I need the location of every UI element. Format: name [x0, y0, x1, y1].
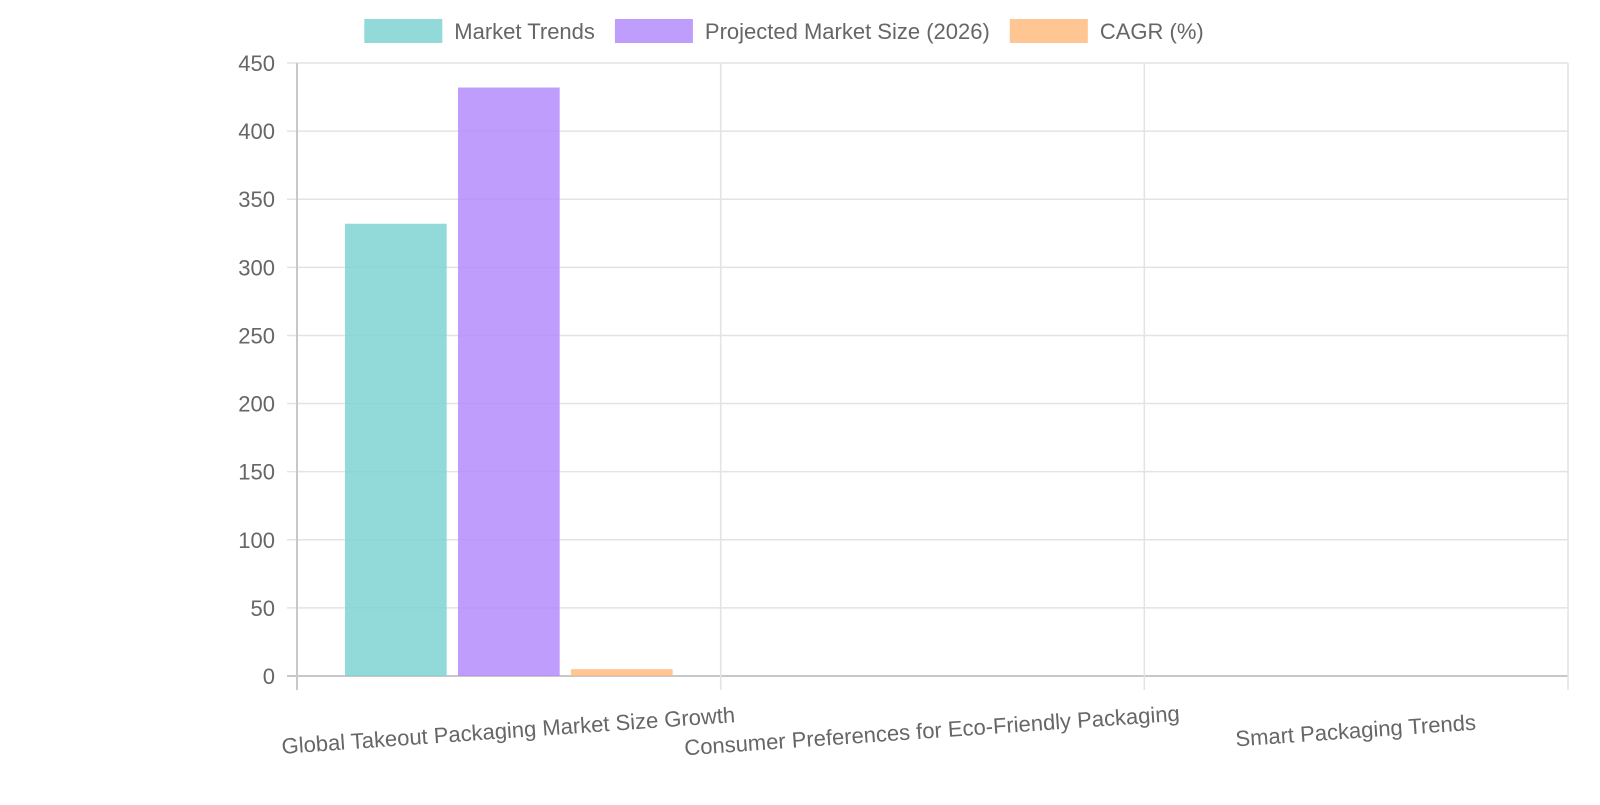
x-category-label: Smart Packaging Trends: [1235, 710, 1477, 752]
y-tick-label: 450: [238, 51, 275, 76]
y-tick-label: 300: [238, 255, 275, 280]
legend-label[interactable]: CAGR (%): [1100, 19, 1204, 44]
legend: Market Trends Projected Market Size (2026…: [364, 19, 1204, 44]
y-tick-label: 50: [251, 596, 275, 621]
legend-label[interactable]: Market Trends: [454, 19, 595, 44]
y-tick-label: 0: [263, 664, 275, 689]
y-tick-label: 100: [238, 528, 275, 553]
y-tick-label: 200: [238, 392, 275, 417]
legend-label[interactable]: Projected Market Size (2026): [705, 19, 990, 44]
legend-swatch[interactable]: [364, 19, 443, 43]
legend-swatch[interactable]: [1009, 19, 1088, 43]
bar[interactable]: [345, 223, 447, 676]
bar[interactable]: [457, 87, 560, 676]
y-tick-label: 350: [238, 187, 275, 212]
x-category-label: Consumer Preferences for Eco-Friendly Pa…: [683, 701, 1180, 761]
y-tick-label: 400: [238, 119, 275, 144]
y-tick-label: 250: [238, 323, 275, 348]
bars: [345, 87, 673, 676]
legend-swatch[interactable]: [614, 19, 693, 43]
x-category-label: Global Takeout Packaging Market Size Gro…: [281, 702, 736, 759]
y-tick-label: 150: [238, 460, 275, 485]
bar[interactable]: [570, 669, 673, 676]
